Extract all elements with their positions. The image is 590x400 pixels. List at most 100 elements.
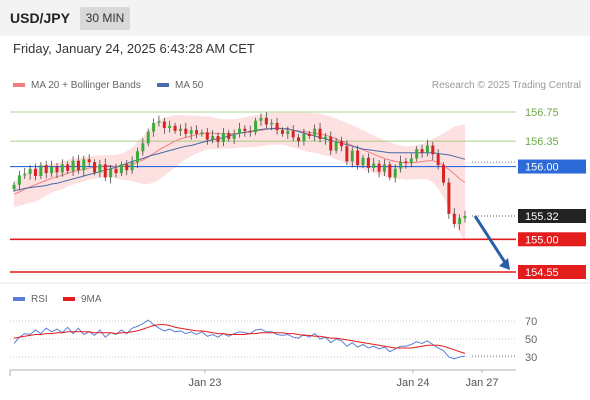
candle-body	[168, 125, 172, 128]
candle-body	[135, 151, 139, 163]
candle-body	[82, 159, 86, 171]
rsi-legend: RSI	[13, 294, 48, 305]
rsi-line	[13, 319, 466, 360]
ma9-legend: 9MA	[63, 294, 102, 305]
candle-body	[264, 117, 268, 125]
ma50-legend-label: MA 50	[175, 80, 204, 91]
candle-body	[44, 165, 48, 174]
timeframe-button[interactable]: 30 MIN	[80, 7, 130, 30]
forecast-arrow-head	[499, 258, 510, 270]
candle-body	[313, 128, 317, 136]
candle-body	[162, 121, 166, 128]
candle-body	[66, 164, 70, 171]
candle-body	[388, 164, 392, 178]
candle-body	[452, 213, 456, 224]
x-axis-label: Jan 23	[188, 377, 221, 389]
level-label-box	[518, 159, 586, 174]
candle-body	[393, 168, 397, 178]
ma20-swatch	[13, 83, 25, 88]
candle-body	[200, 132, 204, 134]
candle-body	[109, 168, 113, 178]
level-label-box	[518, 232, 586, 247]
x-axis-label: Jan 24	[396, 377, 429, 389]
datetime-label: Friday, January 24, 2025 6:43:28 AM CET	[13, 41, 255, 56]
rsi-legend-label: RSI	[31, 294, 48, 305]
candle-body	[76, 160, 80, 171]
candle-body	[60, 164, 64, 173]
candle-body	[98, 164, 102, 173]
candle-body	[28, 168, 32, 174]
candle-body	[17, 175, 21, 185]
candle-body	[431, 145, 435, 155]
candle-body	[152, 122, 156, 132]
candle-body	[307, 133, 311, 136]
level-label: 156.75	[525, 107, 559, 119]
candle-body	[216, 136, 220, 142]
forecast-arrow-shaft	[473, 215, 508, 265]
candle-body	[184, 128, 188, 134]
candle-body	[345, 146, 349, 162]
level-label: 154.55	[525, 267, 559, 279]
ma20-legend: MA 20 + Bollinger Bands	[13, 80, 141, 91]
candle-body	[442, 165, 446, 183]
candle-body	[238, 128, 241, 134]
candle-body	[280, 130, 284, 134]
candle-body	[119, 164, 123, 174]
candle-body	[12, 184, 16, 190]
last-price-label: 155.32	[525, 211, 559, 223]
candle-body	[39, 165, 43, 176]
candle-body	[302, 133, 306, 142]
candle-body	[275, 122, 279, 131]
candle-body	[399, 161, 403, 169]
candle-body	[125, 164, 129, 171]
candle-body	[291, 130, 295, 138]
candle-body	[173, 125, 177, 131]
candle-body	[93, 162, 97, 173]
last-price-box	[518, 209, 586, 223]
candle-body	[463, 216, 467, 219]
candle-body	[356, 150, 360, 166]
candle-body	[211, 136, 215, 140]
rsi-swatch	[13, 297, 25, 302]
candle-body	[404, 161, 408, 163]
candle-body	[436, 154, 440, 166]
candle-body	[340, 141, 344, 147]
candle-body	[382, 164, 386, 172]
candle-body	[425, 145, 429, 153]
candle-body	[55, 166, 59, 173]
level-label: 156.00	[525, 162, 559, 174]
candle-body	[195, 130, 199, 134]
ma9-legend-label: 9MA	[81, 294, 102, 305]
candle-body	[350, 150, 354, 162]
candle-body	[189, 130, 193, 134]
candle-body	[243, 128, 247, 131]
candle-body	[361, 157, 365, 166]
candle-body	[227, 133, 231, 139]
x-axis-label: Jan 27	[465, 377, 498, 389]
symbol-title: USD/JPY	[10, 10, 70, 26]
credit-text: Research © 2025 Trading Central	[431, 80, 581, 91]
candle-body	[420, 149, 424, 153]
candle-body	[372, 163, 376, 168]
candle-body	[141, 143, 145, 152]
candle-body	[178, 128, 182, 131]
candle-body	[23, 173, 27, 176]
candle-body	[409, 158, 413, 163]
ma50-legend: MA 50	[157, 80, 203, 91]
candle-body	[130, 162, 134, 171]
candle-body	[232, 133, 236, 139]
candle-body	[415, 149, 419, 159]
ma20-legend-label: MA 20 + Bollinger Bands	[31, 80, 141, 91]
candle-body	[103, 164, 107, 178]
candle-body	[270, 122, 274, 125]
ma50-swatch	[157, 83, 169, 88]
candle-body	[254, 120, 258, 133]
rsi-tick-label: 70	[525, 316, 537, 328]
candle-body	[458, 218, 462, 224]
candle-body	[334, 141, 338, 151]
candle-body	[366, 157, 370, 168]
candle-body	[114, 168, 118, 174]
candle-body	[329, 136, 333, 151]
rsi-tick-label: 50	[525, 334, 537, 346]
